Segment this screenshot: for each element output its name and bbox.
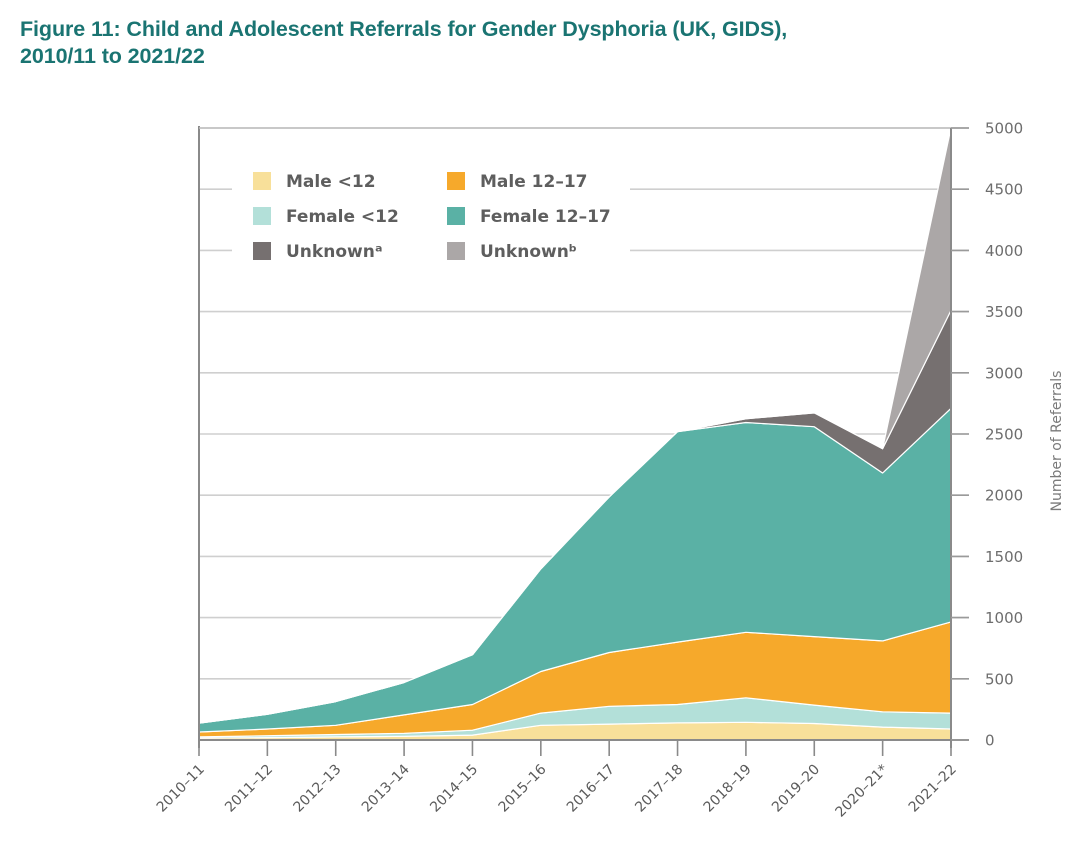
axes <box>198 126 969 748</box>
y-axis-ticks: 0 500 1000 1500 2000 2500 3000 3500 4000 4500 5000 <box>951 120 1023 750</box>
y-tick-label: 4000 <box>985 242 1023 260</box>
x-tick-label: 2011–12 <box>222 762 276 816</box>
x-tick-label: 2017–18 <box>632 762 686 816</box>
figure-title-line-2: 2010/11 to 2021/22 <box>20 44 205 68</box>
legend-swatch <box>447 172 465 190</box>
x-tick-label: 2016–17 <box>564 762 618 816</box>
legend-swatch <box>253 242 271 260</box>
legend-label: Unknownᵃ <box>286 242 383 262</box>
y-tick-label: 4500 <box>985 181 1023 199</box>
legend-label: Female <12 <box>286 207 399 227</box>
x-tick-label: 2012–13 <box>290 762 344 816</box>
legend-swatch <box>447 242 465 260</box>
y-tick-label: 3000 <box>985 364 1023 382</box>
y-tick-label: 1500 <box>985 548 1023 566</box>
legend-label: Male <12 <box>286 172 376 192</box>
y-tick-label: 5000 <box>985 120 1023 138</box>
y-tick-label: 500 <box>985 670 1014 688</box>
y-axis-title: Number of Referrals <box>1049 371 1065 512</box>
legend-label: Female 12–17 <box>480 207 611 227</box>
x-tick-label: 2010–11 <box>154 762 208 816</box>
figure-title-line-1: Figure 11: Child and Adolescent Referral… <box>20 17 788 41</box>
y-tick-label: 1000 <box>985 609 1023 627</box>
x-tick-label: 2018–19 <box>701 762 755 816</box>
x-tick-label: 2019–20 <box>769 762 823 816</box>
x-tick-label: 2021–22 <box>906 762 960 816</box>
legend-background <box>232 158 630 276</box>
x-tick-label: 2014–15 <box>427 762 481 816</box>
y-tick-label: 0 <box>985 732 995 750</box>
y-tick-label: 2500 <box>985 426 1023 444</box>
legend-label: Unknownᵇ <box>480 242 577 262</box>
legend-swatch <box>447 207 465 225</box>
x-tick-label: 2013–14 <box>359 761 413 815</box>
legend: Male <12 Male 12–17 Female <12 Female 12–17… <box>232 158 630 276</box>
y-tick-label: 3500 <box>985 303 1023 321</box>
x-tick-label: 2015–16 <box>496 761 550 815</box>
x-tick-label: 2020–21* <box>832 762 891 821</box>
figure-title: Figure 11: Child and Adolescent Referral… <box>20 16 1060 70</box>
legend-swatch <box>253 172 271 190</box>
y-tick-label: 2000 <box>985 487 1023 505</box>
legend-swatch <box>253 207 271 225</box>
legend-label: Male 12–17 <box>480 172 587 192</box>
x-axis-ticks: 2010–11 2011–12 2012–13 2013–14 2014–15 2015–… <box>154 740 960 821</box>
